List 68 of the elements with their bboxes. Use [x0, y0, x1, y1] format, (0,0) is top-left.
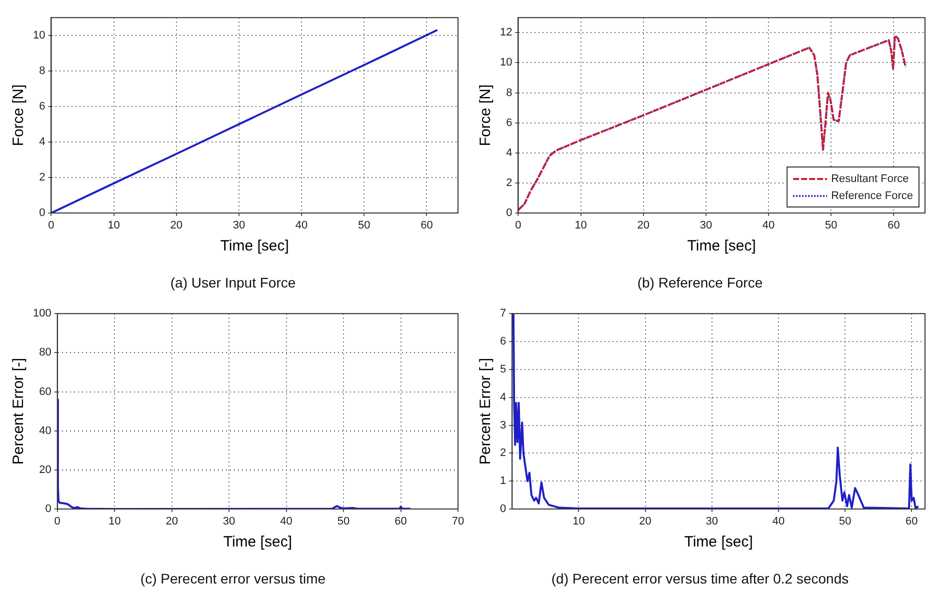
x-tick-label: 10 — [572, 516, 585, 528]
y-tick-label: 6 — [39, 100, 46, 112]
y-tick-label: 7 — [500, 308, 506, 320]
text: (a) User Input Force — [170, 274, 296, 290]
x-tick-label: 50 — [825, 220, 838, 232]
x-tick-label: 30 — [222, 516, 236, 528]
y-tick-label: 80 — [39, 346, 52, 359]
x-axis-title: Time [sec] — [687, 237, 756, 254]
x-tick-label: 40 — [295, 220, 308, 232]
y-tick-label: 8 — [39, 64, 46, 77]
x-tick-label: 10 — [108, 516, 121, 528]
x-tick-label: 0 — [515, 220, 522, 232]
x-tick-label: 60 — [394, 516, 407, 528]
y-tick-label: 4 — [39, 136, 46, 148]
y-axis-title: Percent Error [-] — [477, 358, 494, 465]
x-axis-title: Time [sec] — [223, 533, 292, 550]
x-tick-label: 30 — [700, 220, 712, 232]
x-tick-label: 20 — [637, 220, 650, 232]
x-tick-label: 20 — [170, 220, 183, 232]
y-tick-label: 8 — [506, 86, 512, 99]
y-tick-label: 0 — [39, 207, 46, 220]
text: (c) Perecent error versus time — [140, 570, 326, 586]
y-tick-label: 40 — [39, 424, 52, 437]
x-tick-label: 0 — [54, 516, 60, 528]
text: (b) Reference Force — [637, 274, 763, 290]
y-tick-label: 100 — [32, 308, 52, 320]
y-tick-label: 1 — [500, 475, 506, 488]
x-tick-label: 20 — [166, 516, 178, 528]
y-axis-title: Force [N] — [477, 84, 494, 146]
y-tick-label: 2 — [506, 176, 512, 189]
y-tick-label: 5 — [500, 363, 506, 376]
x-tick-label: 10 — [108, 220, 120, 232]
x-tick-label: 70 — [452, 516, 464, 528]
x-axis-title: Time [sec] — [684, 533, 753, 550]
x-tick-label: 30 — [232, 220, 246, 232]
y-tick-label: 0 — [45, 503, 52, 516]
x-tick-label: 60 — [888, 220, 900, 232]
y-tick-label: 0 — [506, 207, 512, 220]
x-tick-label: 60 — [420, 220, 433, 232]
x-axis-title: Time [sec] — [220, 237, 289, 254]
x-tick-label: 60 — [906, 516, 918, 528]
x-tick-label: 40 — [762, 220, 775, 232]
y-axis-title: Percent Error [-] — [10, 358, 28, 465]
x-tick-label: 50 — [838, 516, 852, 528]
x-tick-label: 50 — [337, 516, 350, 528]
legend-label: Reference Force — [831, 190, 914, 202]
y-tick-label: 4 — [500, 391, 506, 404]
y-tick-label: 0 — [500, 503, 506, 516]
y-axis-title: Force [N] — [10, 84, 28, 146]
y-tick-label: 10 — [500, 56, 512, 69]
y-tick-label: 2 — [500, 447, 506, 460]
x-tick-label: 30 — [706, 516, 718, 528]
y-tick-label: 2 — [39, 172, 46, 184]
y-tick-label: 4 — [506, 146, 512, 159]
y-tick-label: 12 — [500, 26, 512, 39]
x-tick-label: 10 — [574, 220, 587, 232]
y-tick-label: 20 — [39, 464, 52, 476]
legend-label: Resultant Force — [831, 173, 909, 186]
x-tick-label: 50 — [358, 220, 370, 232]
text: (d) Perecent error versus time after 0.2 seconds — [551, 570, 849, 586]
y-tick-label: 60 — [39, 386, 52, 398]
x-tick-label: 40 — [280, 516, 292, 528]
y-tick-label: 3 — [500, 419, 506, 432]
y-tick-label: 10 — [32, 29, 46, 42]
y-tick-label: 6 — [506, 116, 512, 129]
y-tick-label: 6 — [500, 336, 506, 348]
x-tick-label: 40 — [772, 516, 785, 528]
x-tick-label: 20 — [639, 516, 652, 528]
